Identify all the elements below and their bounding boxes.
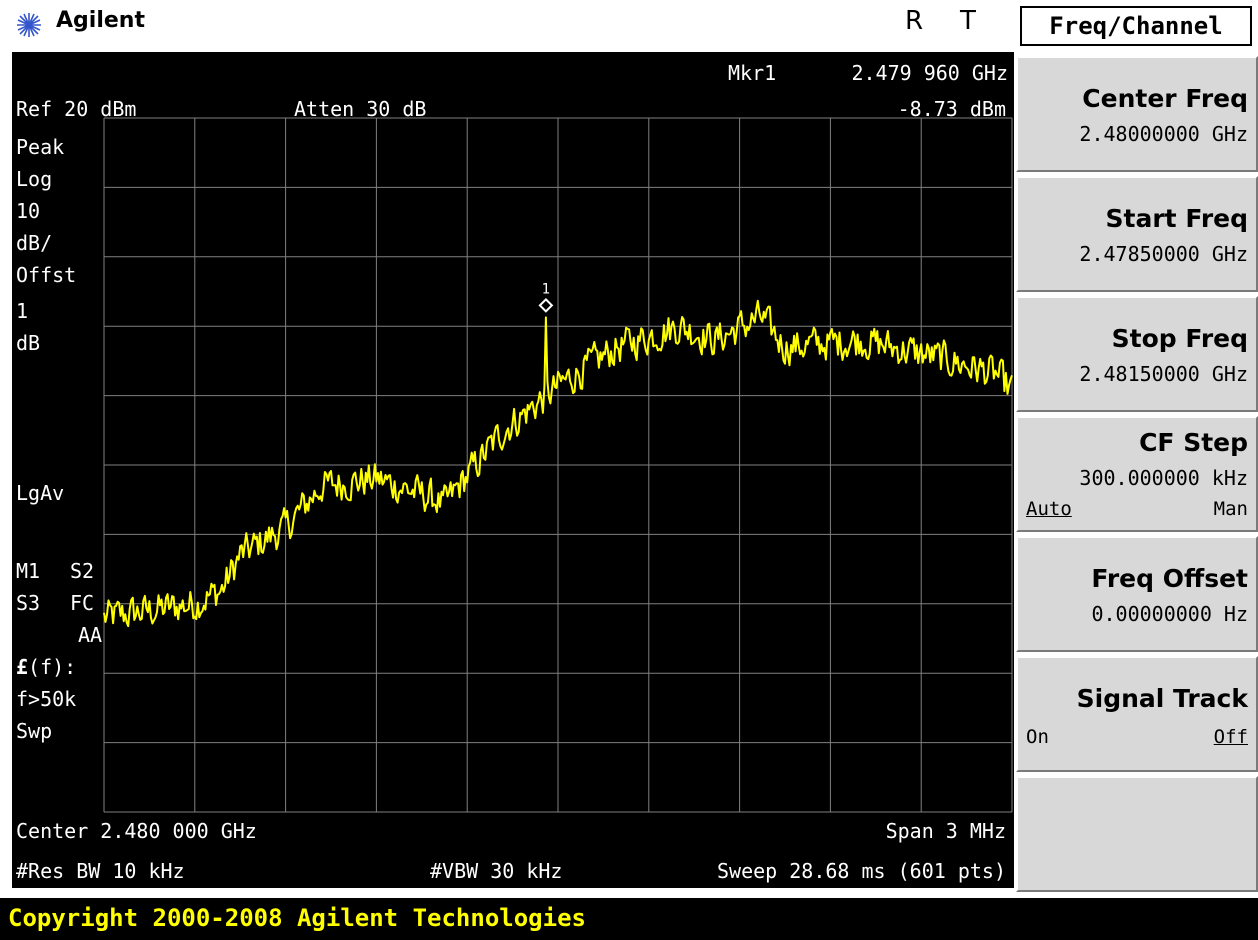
- copyright-text: Copyright 2000-2008 Agilent Technologies: [8, 904, 586, 932]
- video-bandwidth-readout: #VBW 30 kHz: [430, 859, 563, 883]
- trigger-status-indicator: T: [960, 6, 976, 36]
- marker-1-number: 1: [542, 281, 550, 297]
- center-frequency-readout: Center 2.480 000 GHz: [16, 819, 257, 843]
- average-type-label: LgAv: [16, 481, 65, 505]
- center-freq-label: Center Freq: [1082, 84, 1248, 113]
- reference-level: Ref 20 dBm: [16, 97, 137, 121]
- cf-step-auto-option: Auto: [1026, 498, 1072, 520]
- cf-step-softkey[interactable]: CF Step 300.000000 kHz Auto Man: [1016, 416, 1258, 532]
- freq-offset-softkey[interactable]: Freq Offset 0.00000000 Hz: [1016, 536, 1258, 652]
- signal-track-softkey[interactable]: Signal Track On Off: [1016, 656, 1258, 772]
- stop-freq-value: 2.48150000 GHz: [1079, 362, 1248, 386]
- agilent-spark-logo-icon: [17, 13, 41, 37]
- start-freq-label: Start Freq: [1105, 204, 1248, 233]
- marker-amplitude: -8.73 dBm: [897, 97, 1006, 121]
- start-freq-value: 2.47850000 GHz: [1079, 242, 1248, 266]
- s3-label: S3: [16, 591, 41, 615]
- scale-value: 10: [16, 199, 41, 223]
- signal-track-label: Signal Track: [1076, 684, 1248, 713]
- signal-track-on-option: On: [1026, 726, 1049, 748]
- span-readout: Span 3 MHz: [885, 819, 1006, 843]
- lf-suffix: (f):: [28, 655, 77, 679]
- spectrum-graticule: 1: [103, 117, 1013, 813]
- frequency-condition: f>50k: [16, 687, 77, 711]
- signal-track-off-option: Off: [1213, 726, 1248, 748]
- title-bar: Agilent R T: [0, 0, 1014, 48]
- menu-title: Freq/Channel: [1020, 6, 1252, 46]
- stop-freq-label: Stop Freq: [1111, 324, 1248, 353]
- sweep-time-readout: Sweep 28.68 ms (601 pts): [717, 859, 1006, 883]
- cf-step-label: CF Step: [1139, 428, 1248, 457]
- m1-label: M1: [16, 559, 41, 583]
- freq-offset-label: Freq Offset: [1091, 564, 1248, 593]
- detector-label: Peak: [16, 135, 65, 159]
- brand-name: Agilent: [56, 8, 145, 33]
- cf-step-man-option: Man: [1213, 498, 1248, 520]
- blank-softkey[interactable]: [1016, 776, 1258, 892]
- attenuation: Atten 30 dB: [294, 97, 427, 121]
- scale-unit: dB/: [16, 231, 53, 255]
- lf-function-label: £(f):: [16, 656, 76, 678]
- aa-label: AA: [78, 623, 103, 647]
- fc-label: FC: [70, 591, 95, 615]
- offset-unit: dB: [16, 331, 41, 355]
- cf-step-value: 300.000000 kHz: [1079, 466, 1248, 490]
- analyzer-display: Mkr1 2.479 960 GHz Ref 20 dBm Atten 30 d…: [12, 52, 1014, 888]
- start-freq-softkey[interactable]: Start Freq 2.47850000 GHz: [1016, 176, 1258, 292]
- center-freq-softkey[interactable]: Center Freq 2.48000000 GHz: [1016, 56, 1258, 172]
- status-footer: Copyright 2000-2008 Agilent Technologies: [0, 898, 1258, 940]
- resolution-bandwidth-readout: #Res BW 10 kHz: [16, 859, 185, 883]
- marker-label: Mkr1: [728, 61, 777, 85]
- scale-type-label: Log: [16, 167, 53, 191]
- offset-label: Offst: [16, 263, 77, 287]
- spectrum-trace: [103, 299, 1013, 628]
- center-freq-value: 2.48000000 GHz: [1079, 122, 1248, 146]
- lf-symbol: £: [16, 655, 29, 679]
- marker-1-diamond-icon: [538, 297, 554, 313]
- freq-offset-value: 0.00000000 Hz: [1091, 602, 1248, 626]
- marker-frequency: 2.479 960 GHz: [851, 61, 1008, 85]
- s2-label: S2: [70, 559, 95, 583]
- sweep-mode-label: Swp: [16, 719, 53, 743]
- offset-value: 1: [16, 299, 29, 323]
- stop-freq-softkey[interactable]: Stop Freq 2.48150000 GHz: [1016, 296, 1258, 412]
- grid-lines: [103, 117, 1013, 813]
- remote-status-indicator: R: [905, 6, 924, 36]
